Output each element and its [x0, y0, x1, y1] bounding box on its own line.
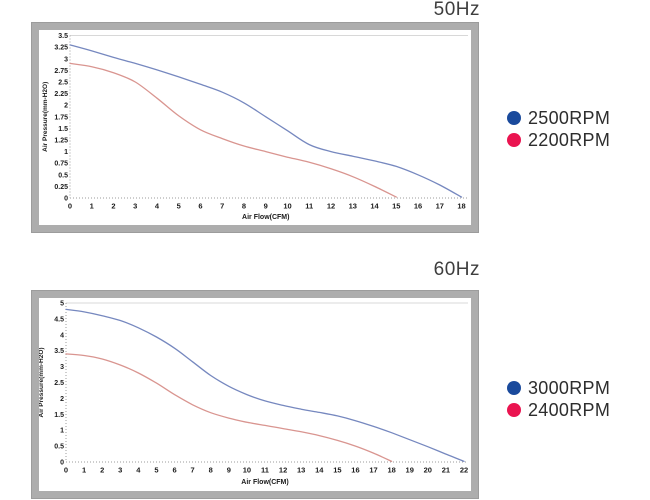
- legend-label: 3000RPM: [528, 377, 611, 398]
- legend-dot-red-icon: [507, 133, 521, 147]
- svg-text:1.5: 1.5: [58, 126, 68, 133]
- svg-text:6: 6: [198, 202, 202, 211]
- svg-text:0.5: 0.5: [58, 172, 68, 179]
- svg-text:22: 22: [460, 466, 468, 475]
- legend-label: 2500RPM: [528, 107, 611, 128]
- legend-50hz: 2500RPM 2200RPM: [507, 107, 610, 151]
- svg-text:5: 5: [154, 466, 158, 475]
- svg-text:1.25: 1.25: [54, 138, 68, 145]
- svg-text:3.25: 3.25: [54, 45, 68, 52]
- svg-text:11: 11: [261, 466, 269, 475]
- svg-text:17: 17: [436, 202, 444, 211]
- svg-text:17: 17: [369, 466, 377, 475]
- legend-label: 2200RPM: [528, 129, 611, 150]
- legend-label: 2400RPM: [528, 399, 611, 420]
- svg-text:0: 0: [64, 466, 68, 475]
- svg-text:1.5: 1.5: [54, 412, 64, 419]
- svg-text:18: 18: [457, 202, 465, 211]
- legend-item: 2500RPM: [507, 107, 610, 129]
- svg-text:0.75: 0.75: [54, 161, 68, 168]
- svg-text:19: 19: [406, 466, 414, 475]
- svg-text:0: 0: [64, 196, 68, 203]
- svg-text:5: 5: [177, 202, 181, 211]
- svg-text:13: 13: [349, 202, 357, 211]
- svg-text:15: 15: [333, 466, 341, 475]
- svg-text:4: 4: [60, 332, 64, 339]
- svg-text:3.5: 3.5: [58, 33, 68, 40]
- svg-text:5: 5: [60, 301, 64, 308]
- svg-text:12: 12: [279, 466, 287, 475]
- legend-dot-blue-icon: [507, 381, 521, 395]
- svg-text:0: 0: [60, 460, 64, 467]
- svg-text:9: 9: [227, 466, 231, 475]
- svg-text:0.25: 0.25: [54, 184, 68, 191]
- svg-text:2: 2: [60, 396, 64, 403]
- svg-text:15: 15: [392, 202, 400, 211]
- svg-text:2.5: 2.5: [58, 80, 68, 87]
- svg-text:0: 0: [68, 202, 72, 211]
- svg-text:13: 13: [297, 466, 305, 475]
- svg-text:2.5: 2.5: [54, 380, 64, 387]
- svg-text:18: 18: [387, 466, 395, 475]
- svg-text:1: 1: [60, 428, 64, 435]
- chart-frame-50hz: 0 0.25 0.5 0.75 1 1.25 1.5 1.75 2 2.25 2.5 2.75 3 3.2…: [31, 22, 479, 233]
- svg-text:9: 9: [264, 202, 268, 211]
- svg-text:20: 20: [424, 466, 432, 475]
- legend-item: 2400RPM: [507, 399, 610, 421]
- svg-text:4: 4: [155, 202, 160, 211]
- svg-text:1: 1: [90, 202, 94, 211]
- legend-item: 3000RPM: [507, 377, 610, 399]
- chart-plot-50hz: 0 0.25 0.5 0.75 1 1.25 1.5 1.75 2 2.25 2.5 2.75 3 3.2…: [42, 33, 468, 221]
- svg-text:2.25: 2.25: [54, 91, 68, 98]
- svg-text:Air Flow(CFM): Air Flow(CFM): [242, 214, 289, 221]
- svg-text:3: 3: [64, 56, 68, 63]
- legend-dot-blue-icon: [507, 111, 521, 125]
- svg-text:1: 1: [82, 466, 86, 475]
- svg-text:3: 3: [118, 466, 122, 475]
- svg-text:14: 14: [315, 466, 324, 475]
- svg-text:1: 1: [64, 149, 68, 156]
- svg-text:3: 3: [60, 364, 64, 371]
- chart-title-60hz: 60Hz: [433, 259, 480, 280]
- svg-text:21: 21: [442, 466, 450, 475]
- svg-text:7: 7: [220, 202, 224, 211]
- svg-text:10: 10: [243, 466, 251, 475]
- svg-text:Air Pressure(mm-H2O): Air Pressure(mm-H2O): [39, 347, 45, 417]
- svg-text:4.5: 4.5: [54, 316, 64, 323]
- svg-text:Air Pressure(mm-H2O): Air Pressure(mm-H2O): [42, 82, 49, 152]
- svg-text:10: 10: [283, 202, 291, 211]
- svg-text:1.75: 1.75: [54, 114, 68, 121]
- svg-text:8: 8: [209, 466, 213, 475]
- legend-60hz: 3000RPM 2400RPM: [507, 377, 610, 421]
- svg-text:Air Flow(CFM): Air Flow(CFM): [241, 479, 288, 486]
- svg-text:8: 8: [242, 202, 246, 211]
- svg-text:2: 2: [100, 466, 104, 475]
- legend-item: 2200RPM: [507, 129, 610, 151]
- svg-text:2: 2: [111, 202, 115, 211]
- svg-text:2.75: 2.75: [54, 68, 68, 75]
- svg-text:14: 14: [370, 202, 379, 211]
- svg-text:4: 4: [136, 466, 141, 475]
- svg-text:16: 16: [414, 202, 422, 211]
- svg-text:3.5: 3.5: [54, 348, 64, 355]
- svg-text:12: 12: [327, 202, 335, 211]
- legend-dot-red-icon: [507, 403, 521, 417]
- chart-title-50hz: 50Hz: [433, 0, 480, 20]
- chart-plot-60hz: 00.511.522.533.544.550 1 2 3 4 5 6 7 8 9 10 11 12 13 1…: [39, 301, 468, 487]
- svg-text:16: 16: [351, 466, 359, 475]
- svg-text:11: 11: [305, 202, 313, 211]
- chart-frame-60hz: 0 0.5 1 1.5 2 2.5 3 3.5 4 4.5 5 0 1 2 3 4 5 6 7 8 9 10 11 12 13 1…: [31, 290, 479, 499]
- svg-text:0.5: 0.5: [54, 444, 64, 451]
- svg-text:6: 6: [172, 466, 176, 475]
- svg-text:3: 3: [133, 202, 137, 211]
- svg-text:2: 2: [64, 103, 68, 110]
- svg-text:7: 7: [191, 466, 195, 475]
